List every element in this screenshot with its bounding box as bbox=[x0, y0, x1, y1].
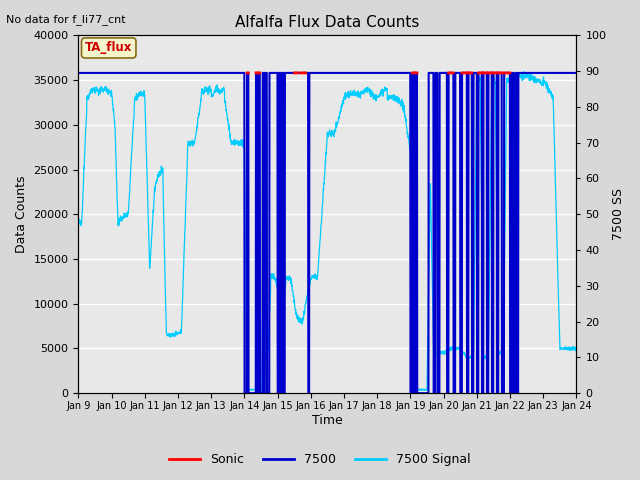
Title: Alfalfa Flux Data Counts: Alfalfa Flux Data Counts bbox=[236, 15, 420, 30]
X-axis label: Time: Time bbox=[312, 414, 343, 427]
Y-axis label: Data Counts: Data Counts bbox=[15, 176, 28, 253]
Legend: Sonic, 7500, 7500 Signal: Sonic, 7500, 7500 Signal bbox=[164, 448, 476, 471]
Text: TA_flux: TA_flux bbox=[85, 41, 132, 54]
Text: No data for f_li77_cnt: No data for f_li77_cnt bbox=[6, 14, 126, 25]
Y-axis label: 7500 SS: 7500 SS bbox=[612, 188, 625, 240]
